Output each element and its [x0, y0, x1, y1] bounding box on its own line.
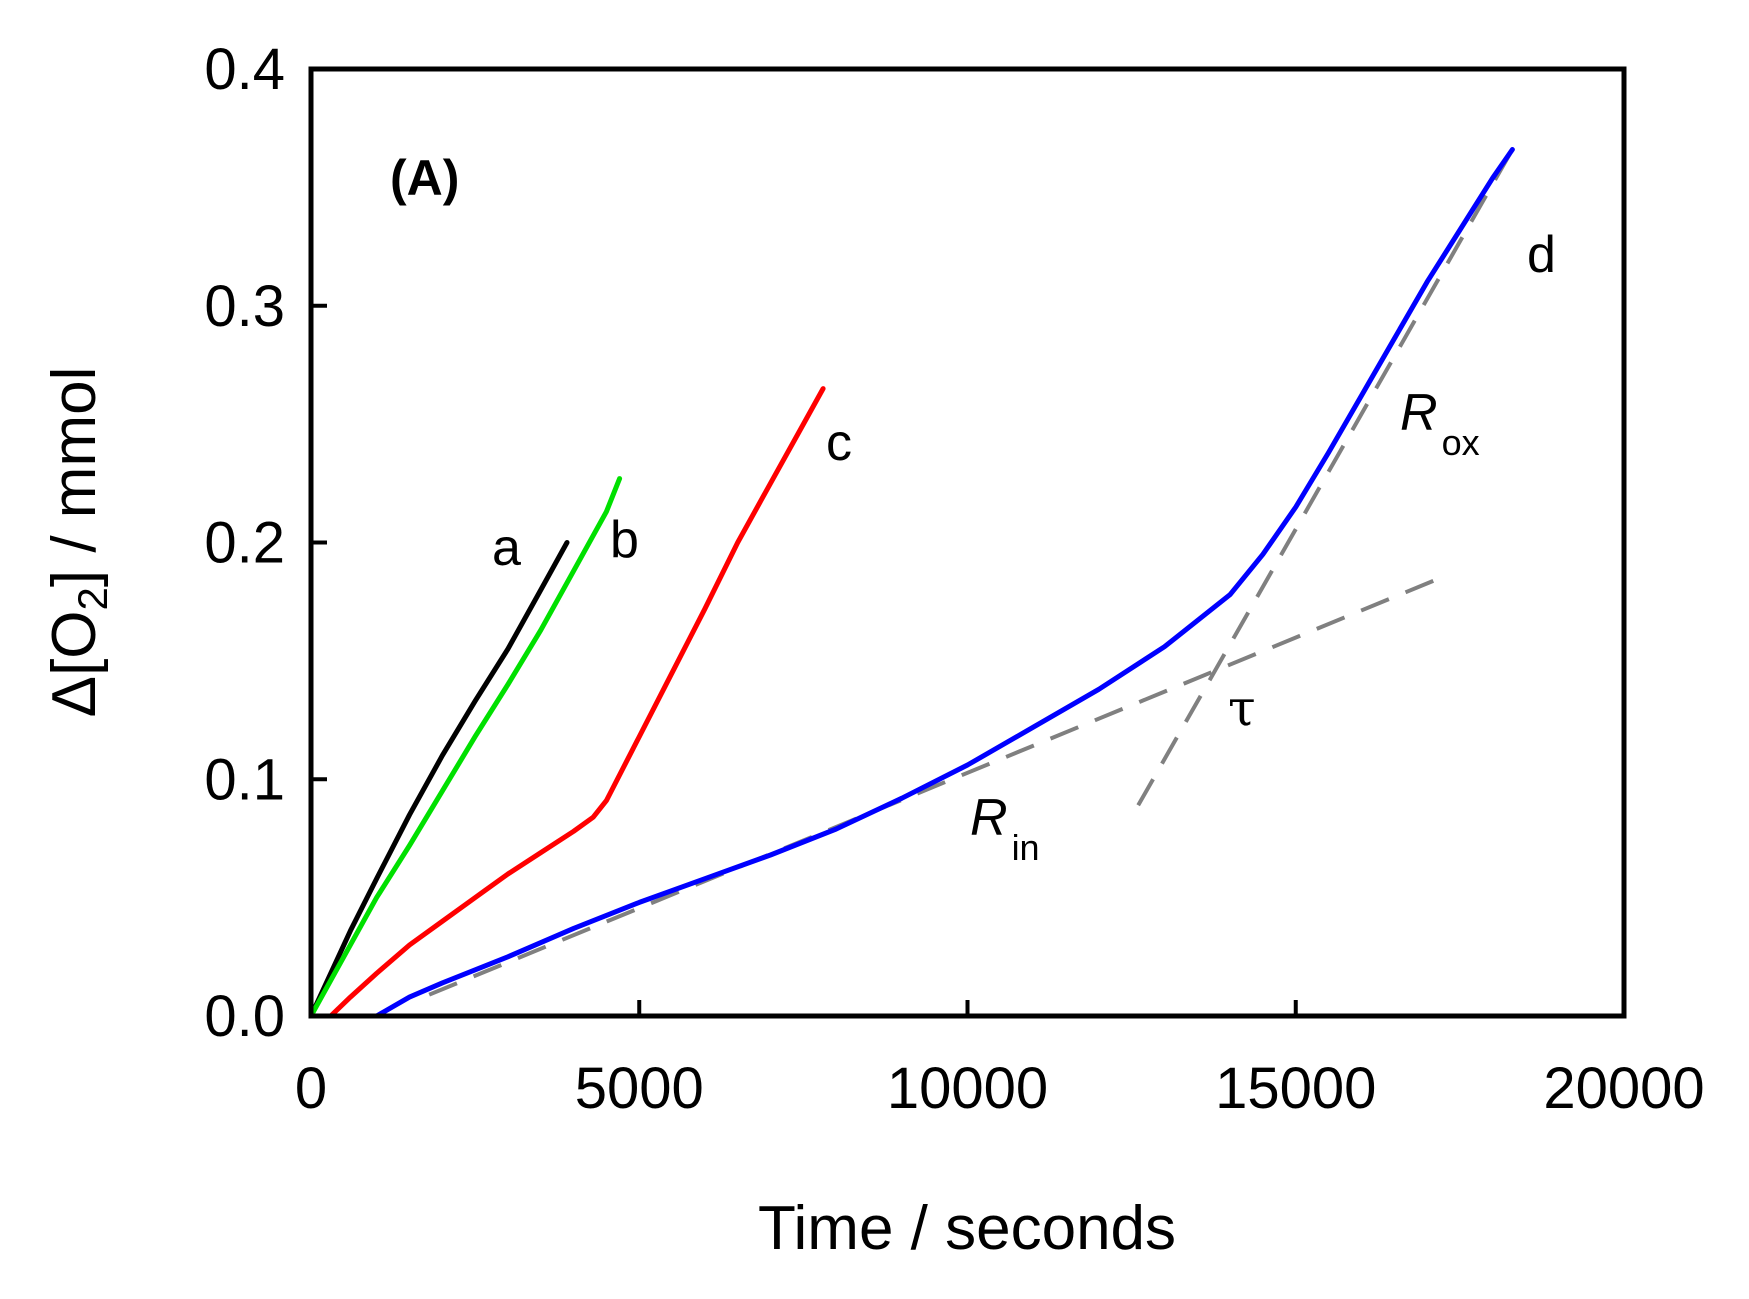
r-in-label: Rin	[970, 789, 1040, 868]
series-label-a: a	[492, 519, 521, 577]
series-line-b	[308, 476, 623, 1019]
series-label-d: d	[1527, 226, 1556, 284]
r-in-main: R	[970, 789, 1008, 847]
plot-lines	[308, 147, 1515, 1019]
r-ox-main: R	[1400, 384, 1438, 442]
y-tick-label: 0.2	[204, 511, 285, 576]
y-tick-label: 0.0	[204, 984, 285, 1049]
y-axis-title: Δ[O2] / mmol	[40, 367, 116, 718]
x-tick-label: 15000	[1215, 1056, 1376, 1121]
x-tick-label: 20000	[1543, 1056, 1704, 1121]
y-tick-label: 0.3	[204, 274, 285, 339]
series-line-c	[328, 386, 826, 1019]
series-line-d	[341, 147, 1515, 1019]
series-line-a	[308, 540, 570, 1019]
r-ox-label: Rox	[1400, 384, 1480, 463]
y-axis-title-suffix: ] / mmol	[40, 367, 109, 587]
fit-line-r-in	[428, 576, 1441, 997]
panel-label: (A)	[390, 150, 459, 206]
y-tick-label: 0.4	[204, 37, 285, 102]
r-ox-sub: ox	[1442, 422, 1480, 463]
x-axis-title: Time / seconds	[758, 1194, 1176, 1263]
fit-line-r-ox	[1136, 148, 1515, 807]
x-tick-label: 0	[295, 1056, 327, 1121]
axis-ticks	[309, 67, 1626, 1018]
series-label-b: b	[610, 511, 639, 569]
y-axis-title-subscript: 2	[69, 587, 116, 610]
x-tick-label: 5000	[575, 1056, 704, 1121]
tau-label: τ	[1228, 679, 1256, 737]
y-tick-label: 0.1	[204, 747, 285, 812]
axis-tick-labels: 0 5000 10000 15000 20000 0.0 0.1 0.2 0.3 0.4	[204, 37, 1704, 1121]
series-label-c: c	[826, 414, 852, 472]
r-in-sub: in	[1012, 827, 1040, 868]
y-axis-title-prefix: Δ[O	[40, 610, 109, 717]
x-tick-label: 10000	[887, 1056, 1048, 1121]
